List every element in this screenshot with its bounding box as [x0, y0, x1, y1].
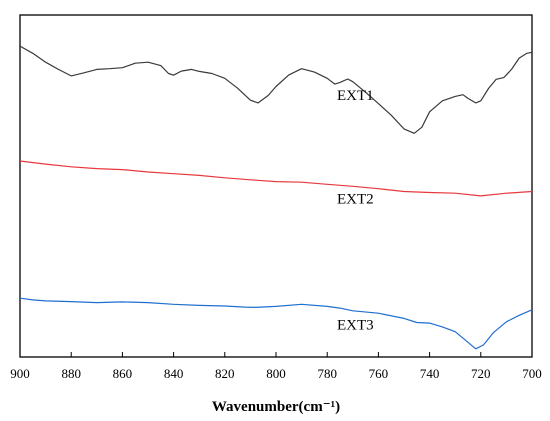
series-line-ext1 — [19, 45, 533, 134]
x-tick-label: 720 — [471, 366, 491, 381]
series-label-ext1: EXT1 — [337, 88, 374, 104]
series-label-ext2: EXT2 — [337, 191, 374, 207]
plot-frame — [19, 14, 533, 358]
x-tick-label: 740 — [420, 366, 440, 381]
x-tick-label: 780 — [317, 366, 337, 381]
series-line-ext2 — [19, 160, 533, 197]
x-tick-label: 820 — [215, 366, 235, 381]
series-annotations: EXT1 EXT2 EXT3 — [337, 88, 374, 333]
x-tick-label: 700 — [522, 366, 542, 381]
x-tick-label: 840 — [164, 366, 184, 381]
x-tick-label: 860 — [113, 366, 133, 381]
x-tick-label: 760 — [369, 366, 389, 381]
series-layer — [19, 45, 533, 350]
series-line-ext3 — [19, 297, 533, 350]
x-axis-title: Wavenumber(cm⁻¹) — [212, 399, 340, 415]
x-tick-label: 800 — [266, 366, 286, 381]
x-tick-label: 880 — [61, 366, 81, 381]
x-tick-label: 900 — [10, 366, 30, 381]
series-label-ext3: EXT3 — [337, 317, 374, 333]
x-axis-ticks: 900 880 860 840 820 800 780 760 740 720 700 — [10, 352, 542, 381]
